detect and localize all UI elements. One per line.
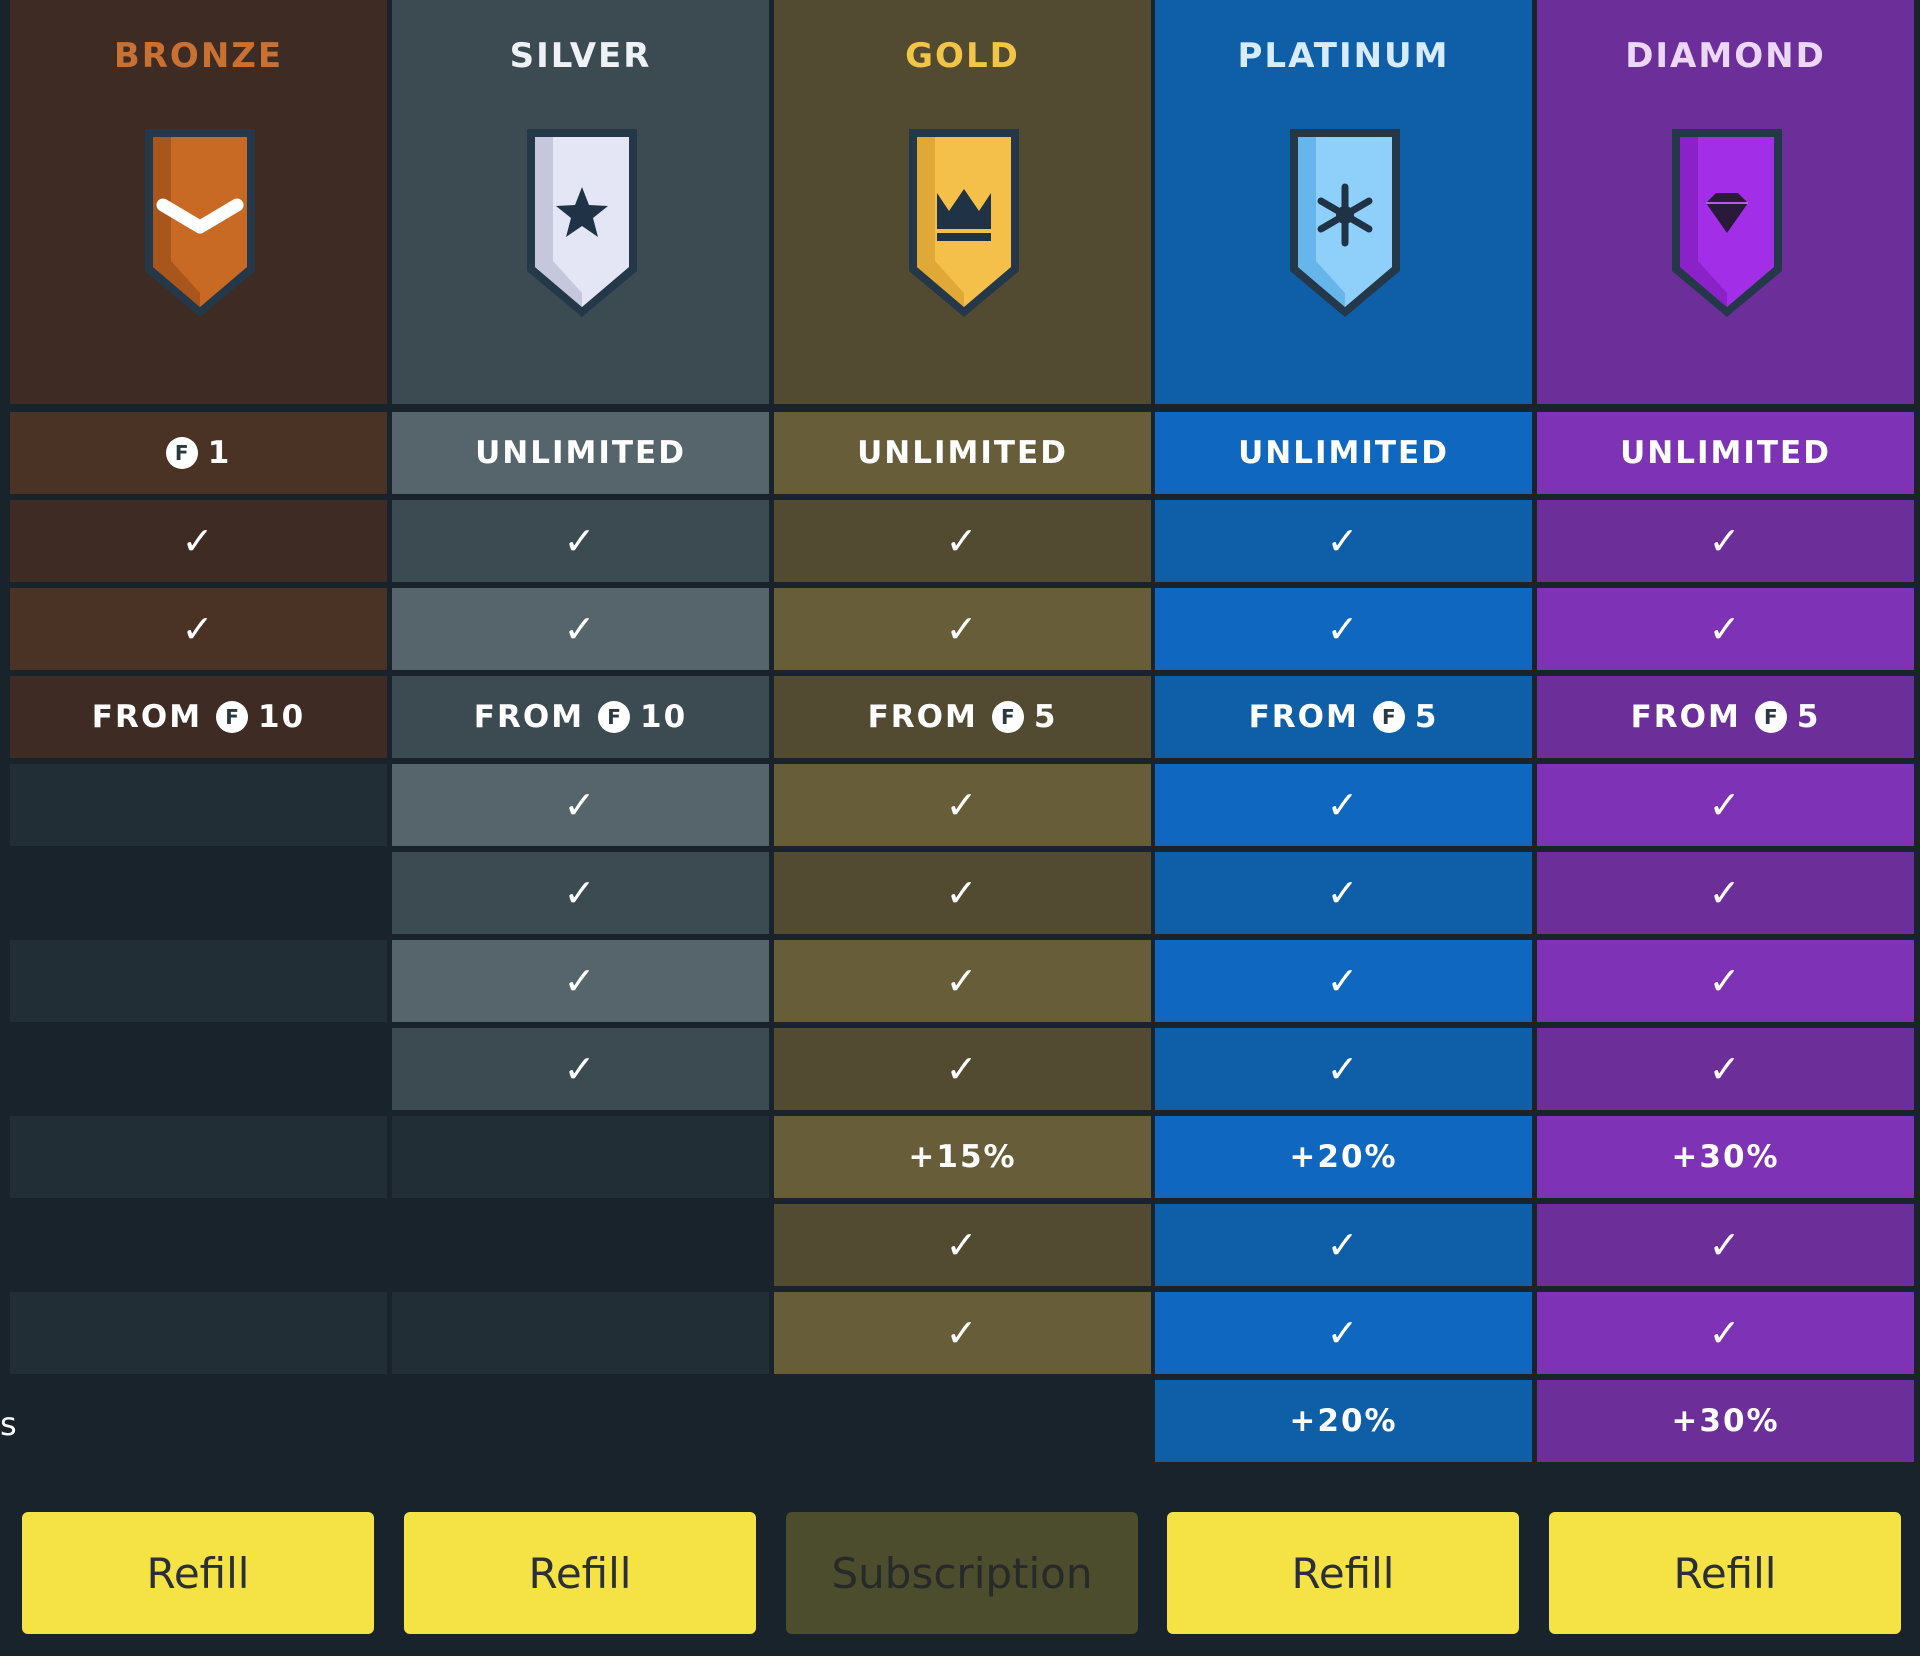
tier-header: GOLD [774, 0, 1151, 404]
feature-cell [392, 1292, 769, 1374]
bonus-cell: +20% [1155, 1380, 1532, 1462]
price-from-cell: FROM F 5 [1155, 676, 1532, 758]
feature-cell: ✓ [774, 940, 1151, 1022]
tier-header: BRONZE [10, 0, 387, 404]
feature-cell: ✓ [774, 1292, 1151, 1374]
feature-cell: ✓ [392, 764, 769, 846]
from-label: FROM [1248, 699, 1359, 735]
feature-cell: ✓ [1155, 852, 1532, 934]
from-label: FROM [867, 699, 978, 735]
coin-icon: F [165, 437, 198, 469]
coin-icon: F [216, 701, 249, 733]
tier-header: PLATINUM [1155, 0, 1532, 404]
bonus-cell [10, 1116, 387, 1198]
feature-cell: ✓ [1537, 1028, 1914, 1110]
from-label: FROM [473, 699, 585, 735]
feature-cell: ✓ [774, 500, 1151, 582]
feature-cell: ✓ [10, 500, 387, 582]
feature-cell: ✓ [1537, 852, 1914, 934]
bonus-cell: +20% [1155, 1116, 1532, 1198]
feature-cell: ✓ [1155, 940, 1532, 1022]
tier-limit-value: 1 [207, 435, 232, 471]
feature-cell: ✓ [1155, 1028, 1532, 1110]
from-value: 10 [258, 699, 306, 735]
feature-cell [10, 1204, 387, 1286]
feature-cell: ✓ [392, 940, 769, 1022]
feature-cell [10, 852, 387, 934]
star-icon [527, 129, 637, 317]
feature-cell: ✓ [1155, 1292, 1532, 1374]
refill-button-silver[interactable]: Refill [404, 1512, 756, 1634]
feature-cell: ✓ [774, 764, 1151, 846]
tier-name: SILVER [509, 36, 652, 76]
coin-icon: F [598, 701, 631, 733]
feature-cell: ✓ [1537, 1204, 1914, 1286]
tier-header: SILVER [392, 0, 769, 404]
tier-limit-cell: UNLIMITED [774, 412, 1151, 494]
price-from-cell: FROM F 5 [774, 676, 1151, 758]
feature-cell [10, 1028, 387, 1110]
coin-icon: F [1372, 701, 1405, 733]
tier-header: DIAMOND [1537, 0, 1914, 404]
crown-icon [909, 129, 1019, 317]
tier-name: PLATINUM [1237, 36, 1450, 76]
refill-button-bronze[interactable]: Refill [22, 1512, 374, 1634]
bonus-cell: +30% [1537, 1116, 1914, 1198]
feature-cell [10, 940, 387, 1022]
feature-cell [10, 1292, 387, 1374]
price-from-cell: FROM F 10 [392, 676, 769, 758]
feature-cell: ✓ [1155, 764, 1532, 846]
feature-cell: ✓ [774, 1204, 1151, 1286]
tier-limit-cell: UNLIMITED [392, 412, 769, 494]
snowflake-icon [1290, 129, 1400, 317]
diamond-icon [1672, 129, 1782, 317]
from-value: 5 [1414, 699, 1439, 735]
feature-cell: ✓ [774, 588, 1151, 670]
bonus-cell [392, 1116, 769, 1198]
feature-cell: ✓ [1537, 940, 1914, 1022]
from-label: FROM [91, 699, 203, 735]
feature-cell: ✓ [1537, 1292, 1914, 1374]
feature-cell: ✓ [1155, 588, 1532, 670]
feature-cell: ✓ [392, 500, 769, 582]
price-from-cell: FROM F 5 [1537, 676, 1914, 758]
subscription-button-gold: Subscription [786, 1512, 1138, 1634]
from-label: FROM [1630, 699, 1741, 735]
tier-limit-cell: UNLIMITED [1155, 412, 1532, 494]
feature-cell: ✓ [392, 852, 769, 934]
tier-limit-cell: UNLIMITED [1537, 412, 1914, 494]
feature-cell: ✓ [10, 588, 387, 670]
edge-text-fragment: s [0, 1405, 17, 1443]
feature-cell: ✓ [1155, 1204, 1532, 1286]
from-value: 10 [640, 699, 688, 735]
bonus-cell: +30% [1537, 1380, 1914, 1462]
feature-cell: ✓ [774, 1028, 1151, 1110]
coin-icon: F [1754, 701, 1787, 733]
bonus-cell: +15% [774, 1116, 1151, 1198]
from-value: 5 [1033, 699, 1058, 735]
feature-cell: ✓ [392, 1028, 769, 1110]
feature-cell [392, 1204, 769, 1286]
tier-limit-cell: F 1 [10, 412, 387, 494]
feature-cell: ✓ [774, 852, 1151, 934]
price-from-cell: FROM F 10 [10, 676, 387, 758]
coin-icon: F [991, 701, 1024, 733]
feature-cell: ✓ [1537, 500, 1914, 582]
tier-name: BRONZE [113, 36, 284, 76]
tier-name: GOLD [905, 36, 1020, 76]
feature-cell [10, 764, 387, 846]
feature-cell: ✓ [1537, 588, 1914, 670]
tier-name: DIAMOND [1625, 36, 1826, 76]
chevron-icon [145, 129, 255, 317]
from-value: 5 [1796, 699, 1821, 735]
refill-button-diamond[interactable]: Refill [1549, 1512, 1901, 1634]
feature-cell: ✓ [392, 588, 769, 670]
feature-cell: ✓ [1537, 764, 1914, 846]
refill-button-platinum[interactable]: Refill [1167, 1512, 1519, 1634]
feature-cell: ✓ [1155, 500, 1532, 582]
